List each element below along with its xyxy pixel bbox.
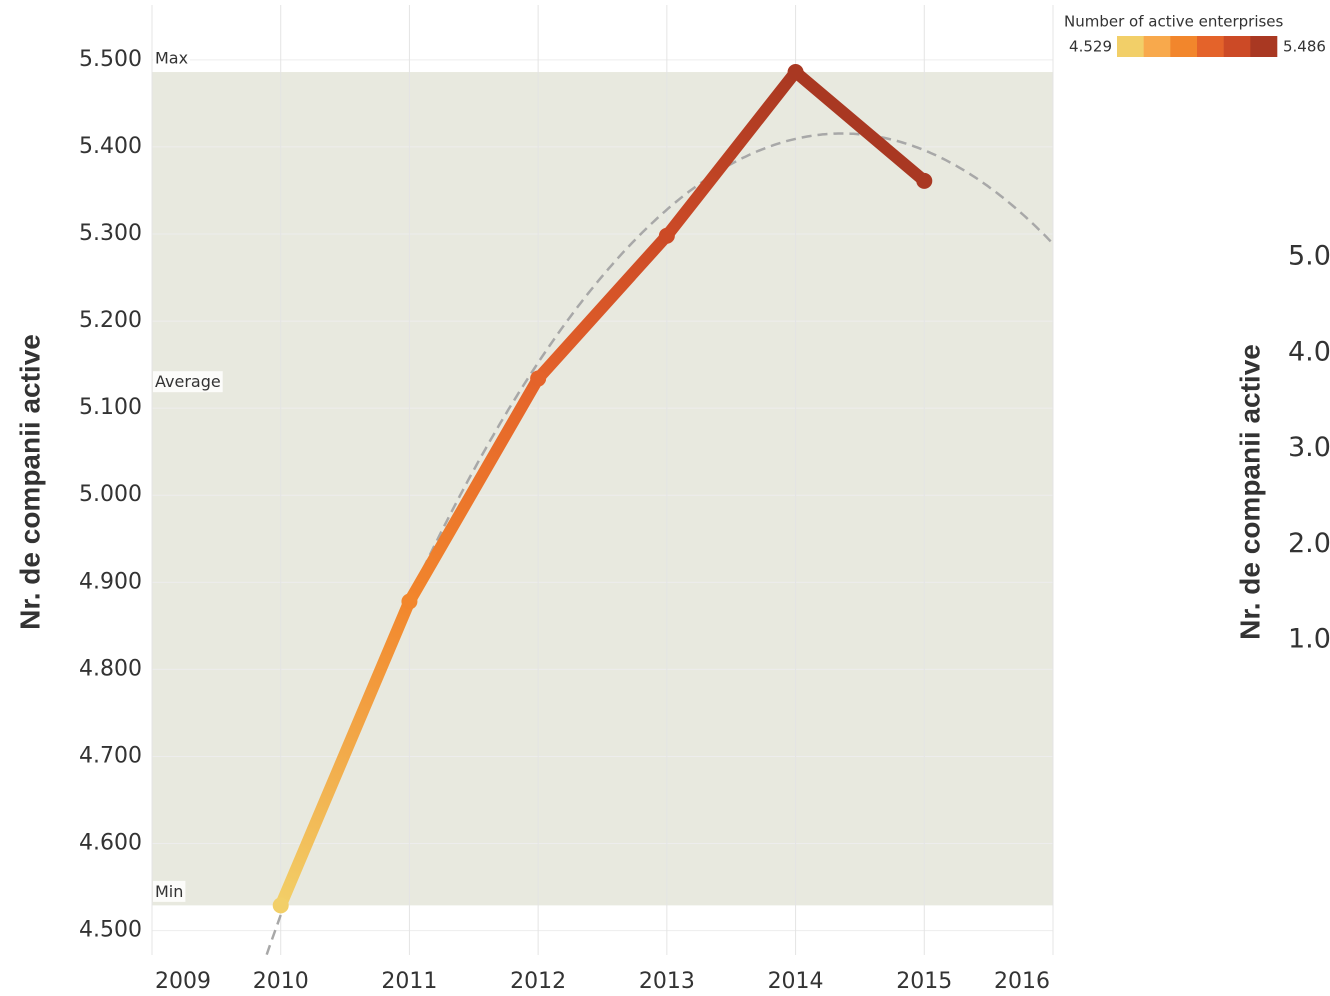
reference-label: Average — [153, 371, 223, 393]
x-tick-label: 2009 — [155, 969, 211, 994]
y-tick-label: 5.000 — [1288, 241, 1330, 272]
x-tick-label: 2013 — [639, 969, 695, 994]
y-tick-label: 5.300 — [79, 221, 142, 246]
line-segment — [274, 595, 416, 912]
legend-title: Number of active enterprises — [1064, 13, 1284, 31]
y-axis-title: Nr. de companii active — [1234, 344, 1265, 640]
x-tick-label: 2015 — [896, 969, 952, 994]
y-axis-title: Nr. de companii active — [14, 334, 45, 630]
legend-swatch — [1117, 36, 1144, 57]
reference-band — [152, 72, 1053, 906]
reference-label-bg — [153, 371, 223, 393]
y-tick-label: 5.400 — [79, 134, 142, 159]
y-tick-label: 4.500 — [79, 918, 142, 943]
legend-swatch — [1223, 36, 1251, 57]
y-tick-label: 2.000 — [1288, 528, 1330, 559]
line-segment — [660, 66, 802, 242]
reference-label-bg — [153, 47, 191, 69]
legend-swatch — [1170, 36, 1198, 57]
reference-label-bg — [153, 880, 186, 902]
x-tick-label: 2016 — [994, 969, 1050, 994]
y-tick-label: 5.500 — [79, 47, 142, 72]
y-tick-label: 3.000 — [1288, 432, 1330, 463]
x-tick-label: 2012 — [510, 969, 566, 994]
reference-label: Max — [153, 47, 191, 69]
legend-swatch — [1143, 36, 1171, 57]
reference-label: Min — [153, 880, 186, 902]
reference-label-text: Max — [155, 49, 188, 68]
legend-min-label: 4.529 — [1069, 38, 1112, 56]
y-tick-label: 5.100 — [79, 395, 142, 420]
legend-swatch — [1197, 36, 1224, 57]
x-tick-label: 2011 — [381, 969, 437, 994]
reference-label-text: Average — [155, 372, 221, 391]
legend-swatch — [1250, 36, 1278, 57]
reference-label-text: Min — [155, 882, 183, 901]
y-tick-label: 4.600 — [79, 831, 142, 856]
x-tick-label: 2014 — [768, 969, 824, 994]
data-point — [401, 593, 418, 610]
data-point — [787, 64, 804, 81]
data-point — [658, 227, 675, 244]
y-tick-label: 4.800 — [79, 656, 142, 681]
y-tick-label: 4.000 — [1288, 336, 1330, 367]
line-segment — [403, 372, 545, 608]
y-tick-label: 1.000 — [1288, 624, 1330, 655]
y-tick-label: 4.700 — [79, 743, 142, 768]
line-segment — [789, 66, 931, 187]
y-tick-label: 5.000 — [79, 482, 142, 507]
y-tick-label: 4.900 — [79, 569, 142, 594]
data-point — [272, 897, 289, 914]
x-tick-label: 2010 — [253, 969, 309, 994]
data-point — [916, 172, 933, 189]
legend-max-label: 5.486 — [1283, 38, 1326, 56]
data-point — [530, 370, 547, 387]
line-segment — [532, 229, 673, 385]
y-tick-label: 5.200 — [79, 308, 142, 333]
